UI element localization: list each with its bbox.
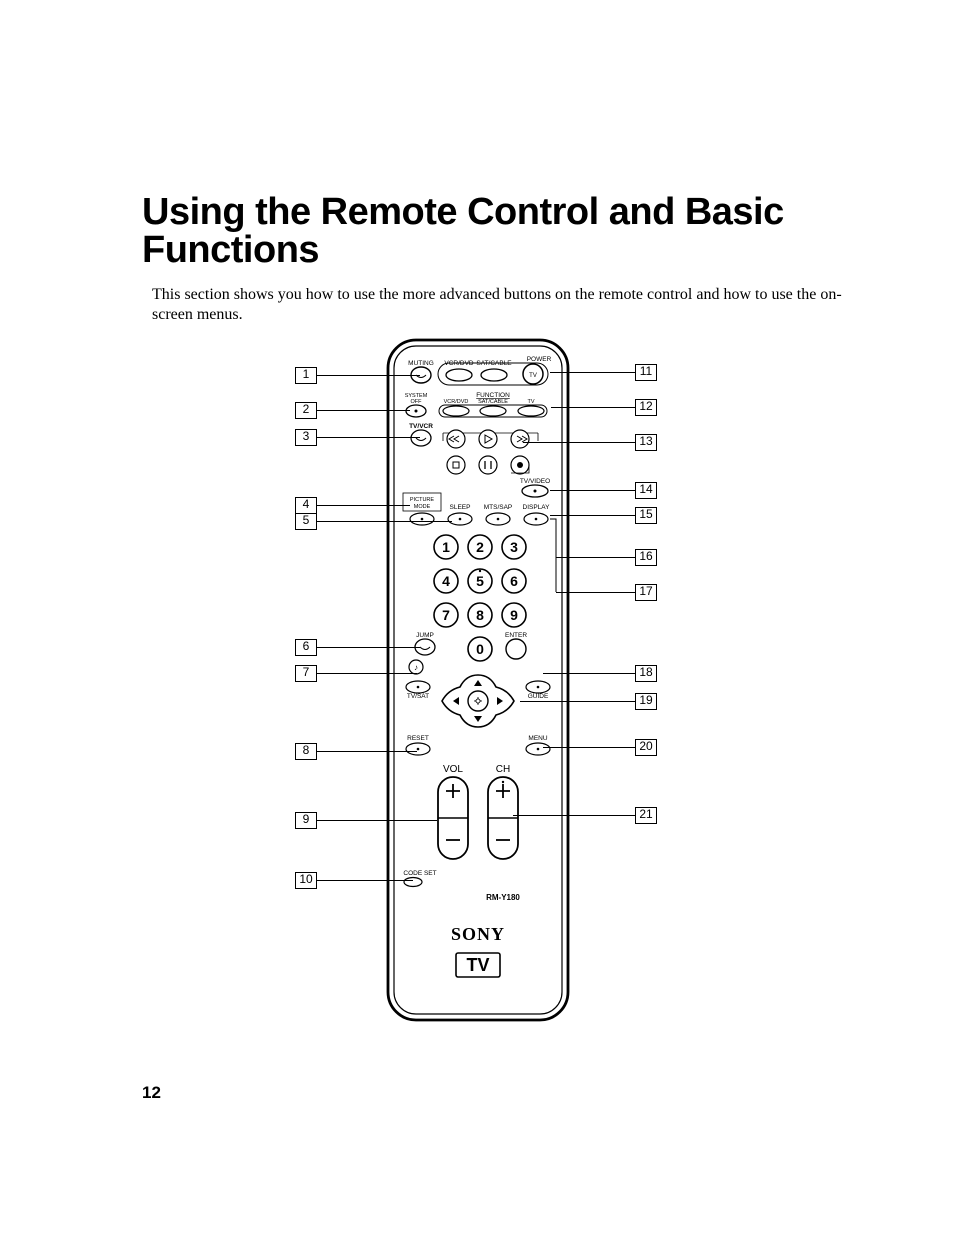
label-device: TV xyxy=(466,955,489,975)
label-enter: ENTER xyxy=(505,632,527,639)
lead-5 xyxy=(317,521,452,522)
btn-tvvcr xyxy=(411,430,431,446)
callout-15: 15 xyxy=(635,507,657,524)
lead-20 xyxy=(543,747,635,748)
label-tvsat: TV/SAT xyxy=(407,693,429,700)
callout-13: 13 xyxy=(635,434,657,451)
lead-12 xyxy=(551,407,635,408)
lead-11 xyxy=(550,372,635,373)
label-mtssap: MTS/SAP xyxy=(484,504,513,511)
svg-text:8: 8 xyxy=(476,607,484,623)
manual-page: Using the Remote Control and Basic Funct… xyxy=(0,0,954,1235)
callout-16: 16 xyxy=(635,549,657,566)
label-model: RM-Y180 xyxy=(486,893,520,902)
label-vol: VOL xyxy=(443,764,463,775)
label-sleep: SLEEP xyxy=(450,504,471,511)
label-tvvcr: TV/VCR xyxy=(409,423,433,430)
callout-7: 7 xyxy=(295,665,317,682)
svg-text:OFF: OFF xyxy=(411,399,423,405)
lead-6 xyxy=(317,647,420,648)
label-muting: MUTING xyxy=(408,360,434,367)
svg-text:♪: ♪ xyxy=(414,663,418,672)
svg-text:MODE: MODE xyxy=(414,504,431,510)
svg-text:3: 3 xyxy=(510,539,518,555)
svg-text:VCR/DVD: VCR/DVD xyxy=(444,399,469,405)
callout-6: 6 xyxy=(295,639,317,656)
lead-13 xyxy=(523,442,635,443)
callout-21: 21 xyxy=(635,807,657,824)
svg-text:PICTURE: PICTURE xyxy=(410,497,434,503)
lead-18 xyxy=(543,673,635,674)
lead-2 xyxy=(317,410,410,411)
label-guide: GUIDE xyxy=(528,693,549,700)
btn-power-satcable xyxy=(481,369,507,381)
svg-text:7: 7 xyxy=(442,607,450,623)
callout-5: 5 xyxy=(295,513,317,530)
callout-12: 12 xyxy=(635,399,657,416)
remote-svg: MUTING VCR/DVD SAT/CABLE POWER TV TV SYS… xyxy=(288,335,668,1055)
callout-2: 2 xyxy=(295,402,317,419)
lead-21 xyxy=(513,815,635,816)
callout-11: 11 xyxy=(635,364,657,381)
lead-16 xyxy=(556,557,635,558)
lead-9 xyxy=(317,820,437,821)
callout-17: 17 xyxy=(635,584,657,601)
btn-play xyxy=(479,430,497,448)
lead-19 xyxy=(520,701,635,702)
label-tvvideo: TV/VIDEO xyxy=(520,478,550,485)
lead-17 xyxy=(556,592,635,593)
lead-3 xyxy=(317,437,420,438)
btn-stop xyxy=(447,456,465,474)
label-function: FUNCTION xyxy=(476,392,510,399)
label-jump: JUMP xyxy=(416,632,434,639)
lead-7 xyxy=(317,673,417,674)
btn-fn-satcable xyxy=(480,406,506,416)
svg-text:SAT/CABLE: SAT/CABLE xyxy=(478,399,508,405)
lead-15 xyxy=(550,515,635,516)
lead-10 xyxy=(317,880,413,881)
callout-14: 14 xyxy=(635,482,657,499)
svg-text:TV: TV xyxy=(527,399,534,405)
callout-3: 3 xyxy=(295,429,317,446)
remote-diagram: 1 2 3 4 5 6 7 8 9 10 11 12 13 14 15 16 1… xyxy=(288,335,668,1055)
label-power: POWER xyxy=(527,356,552,363)
callout-20: 20 xyxy=(635,739,657,756)
callout-1: 1 xyxy=(295,367,317,384)
btn-power-vcrdvd xyxy=(446,369,472,381)
svg-text:4: 4 xyxy=(442,573,450,589)
label-menu: MENU xyxy=(528,735,547,742)
lead-14 xyxy=(550,490,635,491)
btn-fn-vcrdvd xyxy=(443,406,469,416)
lead-4 xyxy=(317,505,410,506)
callout-4: 4 xyxy=(295,497,317,514)
label-codeset: CODE SET xyxy=(403,870,436,877)
label-ch: CH xyxy=(496,764,510,775)
callout-19: 19 xyxy=(635,693,657,710)
btn-pause xyxy=(479,456,497,474)
btn-fn-tv xyxy=(518,406,544,416)
callout-9: 9 xyxy=(295,812,317,829)
lead-8 xyxy=(317,751,417,752)
page-number: 12 xyxy=(142,1083,161,1103)
btn-codeset xyxy=(404,878,422,887)
callout-8: 8 xyxy=(295,743,317,760)
svg-text:5: 5 xyxy=(476,573,484,589)
callout-18: 18 xyxy=(635,665,657,682)
svg-text:1: 1 xyxy=(442,539,450,555)
label-brand: SONY xyxy=(451,924,505,944)
svg-text:2: 2 xyxy=(476,539,484,555)
label-display: DISPLAY xyxy=(523,504,551,511)
label-reset: RESET xyxy=(407,735,429,742)
page-title: Using the Remote Control and Basic Funct… xyxy=(142,193,860,269)
svg-text:TV: TV xyxy=(529,373,537,379)
svg-text:9: 9 xyxy=(510,607,518,623)
svg-text:6: 6 xyxy=(510,573,518,589)
lead-1 xyxy=(317,375,420,376)
btn-enter xyxy=(506,639,526,659)
callout-10: 10 xyxy=(295,872,317,889)
svg-text:0: 0 xyxy=(476,641,484,657)
intro-paragraph: This section shows you how to use the mo… xyxy=(152,285,862,325)
